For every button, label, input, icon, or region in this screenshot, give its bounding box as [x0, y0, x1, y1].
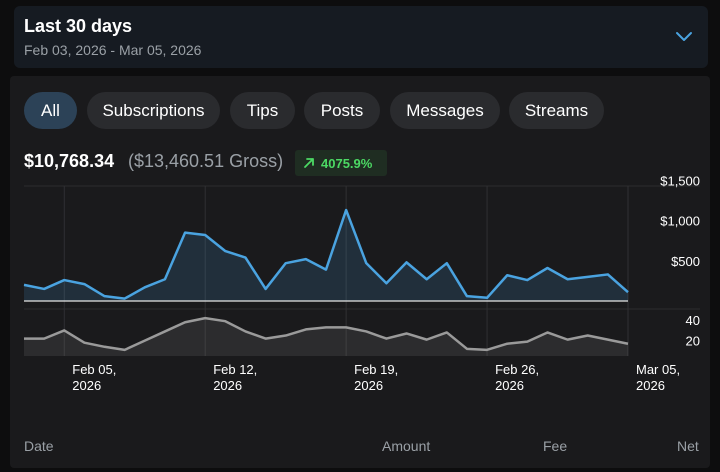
filter-posts[interactable]: Posts — [304, 92, 380, 129]
column-header-date: Date — [24, 438, 54, 454]
filter-tips[interactable]: Tips — [230, 92, 295, 129]
chevron-down-icon[interactable] — [674, 26, 694, 46]
filter-messages[interactable]: Messages — [390, 92, 500, 129]
sub-y-tick-label: 20 — [686, 334, 700, 349]
x-tick-label-year: 2026 — [495, 378, 524, 393]
x-tick-label-year: 2026 — [72, 378, 101, 393]
range-dates: Feb 03, 2026 - Mar 05, 2026 — [24, 42, 202, 58]
column-header-net: Net — [677, 438, 699, 454]
y-tick-label: $500 — [671, 254, 700, 269]
gross-earnings: ($13,460.51 Gross) — [128, 151, 284, 171]
filter-subscriptions[interactable]: Subscriptions — [87, 92, 220, 129]
y-tick-label: $1,000 — [660, 214, 700, 229]
date-range-picker[interactable]: Last 30 days Feb 03, 2026 - Mar 05, 2026 — [14, 6, 708, 68]
column-header-fee: Fee — [543, 438, 568, 454]
change-badge: 4075.9% — [295, 150, 387, 176]
column-header-amount: Amount — [382, 438, 431, 454]
net-earnings: $10,768.34 — [24, 151, 115, 171]
x-tick-label-year: 2026 — [354, 378, 383, 393]
main-series-area — [24, 210, 628, 301]
x-tick-label: Feb 12, — [213, 362, 257, 377]
earnings-panel — [10, 76, 710, 468]
filter-streams[interactable]: Streams — [509, 92, 604, 129]
x-tick-label-year: 2026 — [636, 378, 665, 393]
change-percent: 4075.9% — [321, 155, 373, 171]
filter-all[interactable]: All — [24, 92, 77, 129]
sub-series-line — [24, 316, 629, 352]
arrow-up-right-icon — [304, 158, 314, 168]
range-title: Last 30 days — [24, 16, 133, 36]
y-tick-label: $1,500 — [660, 173, 700, 188]
x-tick-label: Feb 19, — [354, 362, 398, 377]
x-tick-label: Mar 05, — [636, 362, 680, 377]
x-tick-label: Feb 26, — [495, 362, 539, 377]
x-tick-label: Feb 05, — [72, 362, 116, 377]
x-tick-label-year: 2026 — [213, 378, 242, 393]
main-series-line — [23, 208, 629, 300]
sub-y-tick-label: 40 — [686, 313, 700, 328]
